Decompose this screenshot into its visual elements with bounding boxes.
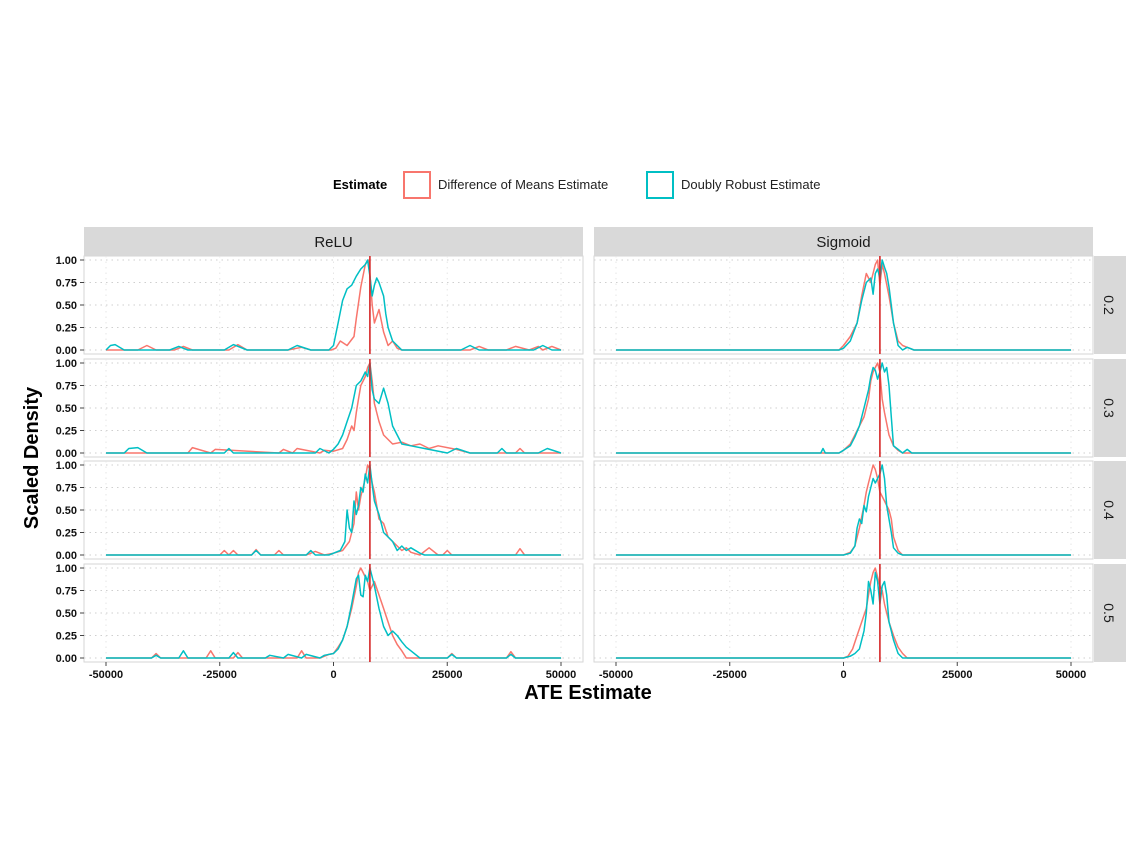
y-tick-label: 1.00 [56,460,77,472]
series-line-difference-of-means-estimate [106,567,561,659]
legend-label-difference-of-means: Difference of Means Estimate [438,177,608,192]
panel-sigmoid-0-2 [593,255,1094,355]
y-tick-label: 1.00 [56,255,77,267]
y-tick-label: 0.75 [56,483,77,495]
facet-panels [83,255,1094,663]
y-tick-label: 1.00 [56,358,77,370]
row-strip-0-5 [1094,564,1126,662]
y-tick-label: 0.50 [56,403,77,415]
y-tick-label: 0.75 [56,586,77,598]
x-tick-label: -25000 [203,669,237,681]
x-tick-label: -50000 [89,669,123,681]
column-strip-label-relu: ReLU [314,234,352,251]
legend-key-difference-of-means [403,171,431,199]
y-tick-label: 0.00 [56,448,77,460]
y-tick-label: 1.00 [56,563,77,575]
y-tick-label: 0.25 [56,426,77,438]
series-line-doubly-robust-estimate [616,464,1071,556]
column-strip-relu [84,227,583,256]
y-axis-ticks: 0.000.250.500.751.000.000.250.500.751.00… [56,255,84,665]
y-tick-label: 0.25 [56,528,77,540]
y-tick-label: 0.75 [56,381,77,393]
column-strip-label-sigmoid: Sigmoid [816,234,870,251]
y-axis-title: Scaled Density [21,386,43,529]
y-tick-label: 0.75 [56,278,77,290]
row-strip-0-4 [1094,461,1126,559]
column-strip-sigmoid [594,227,1093,256]
series-line-difference-of-means-estimate [616,464,1071,556]
y-tick-label: 0.00 [56,345,77,357]
row-strip-label: 0.5 [1101,603,1117,623]
series-line-doubly-robust-estimate [616,362,1071,454]
x-tick-label: 50000 [1056,669,1087,681]
y-tick-label: 0.25 [56,631,77,643]
x-tick-label: 0 [330,669,336,681]
y-tick-label: 0.25 [56,323,77,335]
row-strip-0-3 [1094,359,1126,457]
x-axis-ticks: -50000 -25000 0 25000 50000 -50000 -25000 0 2500… [89,662,1086,681]
series-line-doubly-robust-estimate [106,567,561,659]
series-line-doubly-robust-estimate [616,259,1071,351]
row-strip-label: 0.3 [1101,398,1117,418]
x-tick-label: 25000 [942,669,973,681]
panel-sigmoid-0-4 [593,460,1094,560]
panel-relu-0-4 [83,460,584,560]
row-strip-label: 0.4 [1101,500,1117,520]
legend: Estimate Difference of Means Estimate Do… [333,171,820,199]
y-tick-label: 0.00 [56,653,77,665]
x-tick-label: -25000 [713,669,747,681]
y-tick-label: 0.50 [56,300,77,312]
row-strips: 0.2 0.3 0.4 0.5 [1094,256,1126,662]
x-tick-label: 25000 [432,669,463,681]
y-tick-label: 0.00 [56,550,77,562]
panel-relu-0-2 [83,255,584,355]
panel-sigmoid-0-3 [593,358,1094,458]
x-tick-label: -50000 [599,669,633,681]
y-tick-label: 0.50 [56,608,77,620]
series-line-doubly-robust-estimate [616,571,1071,659]
legend-label-doubly-robust: Doubly Robust Estimate [681,177,820,192]
y-tick-label: 0.50 [56,505,77,517]
panel-relu-0-5 [83,563,584,663]
x-tick-label: 0 [840,669,846,681]
facet-strips: ReLU Sigmoid [84,227,1093,256]
x-axis-title: ATE Estimate [524,682,651,704]
series-line-doubly-robust-estimate [105,259,561,351]
x-tick-label: 50000 [546,669,577,681]
series-line-difference-of-means-estimate [106,362,561,454]
series-line-difference-of-means-estimate [616,567,1071,659]
legend-key-doubly-robust [646,171,674,199]
legend-title: Estimate [333,177,387,192]
series-line-doubly-robust-estimate [106,362,562,454]
series-line-doubly-robust-estimate [106,464,561,556]
panel-sigmoid-0-5 [593,563,1094,663]
row-strip-0-2 [1094,256,1126,354]
row-strip-label: 0.2 [1101,295,1117,315]
panel-relu-0-3 [83,358,584,458]
